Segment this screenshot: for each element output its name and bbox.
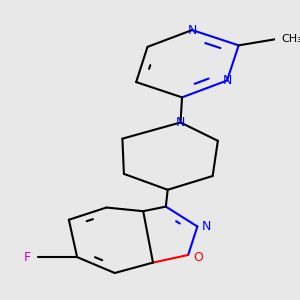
Text: CH₃: CH₃ — [281, 34, 300, 44]
Text: N: N — [202, 220, 211, 233]
Text: N: N — [188, 24, 197, 37]
Text: O: O — [193, 251, 203, 264]
Text: N: N — [176, 116, 185, 129]
Text: F: F — [24, 250, 32, 264]
Text: N: N — [222, 74, 232, 87]
